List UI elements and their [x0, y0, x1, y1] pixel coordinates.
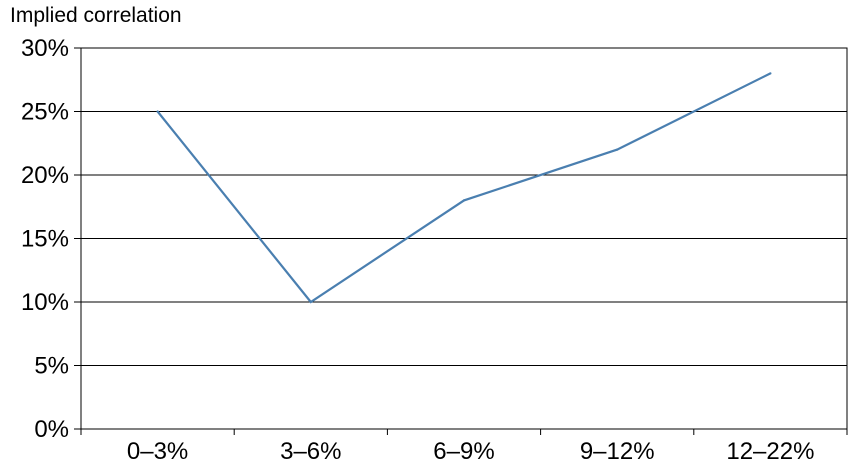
y-tick-label: 15% — [21, 226, 69, 253]
data-point — [156, 110, 159, 113]
data-point — [462, 199, 466, 202]
y-tick-label: 25% — [21, 99, 69, 126]
y-tick-label: 5% — [34, 353, 69, 380]
x-tick-label: 12–22% — [726, 438, 814, 465]
y-tick-label: 30% — [21, 35, 69, 62]
y-axis-ticks: 0% 5% 10% 15% 20% 25% 30% — [21, 35, 81, 443]
y-tick-label: 10% — [21, 289, 69, 316]
x-tick-label: 3–6% — [280, 438, 341, 465]
x-axis-ticks: 0–3% 3–6% 6–9% 9–12% 12–22% — [80, 429, 848, 465]
x-tick-label: 0–3% — [127, 438, 188, 465]
series-line — [156, 72, 771, 304]
series-group — [156, 72, 772, 304]
x-tick-label: 9–12% — [580, 438, 655, 465]
x-tick-label: 6–9% — [433, 438, 494, 465]
data-point — [769, 72, 772, 75]
y-axis-title: Implied correlation — [10, 4, 182, 27]
data-point — [616, 148, 619, 151]
data-point — [309, 300, 312, 304]
y-tick-label: 20% — [21, 162, 69, 189]
y-tick-label: 0% — [34, 416, 69, 443]
grid-lines — [81, 47, 847, 430]
